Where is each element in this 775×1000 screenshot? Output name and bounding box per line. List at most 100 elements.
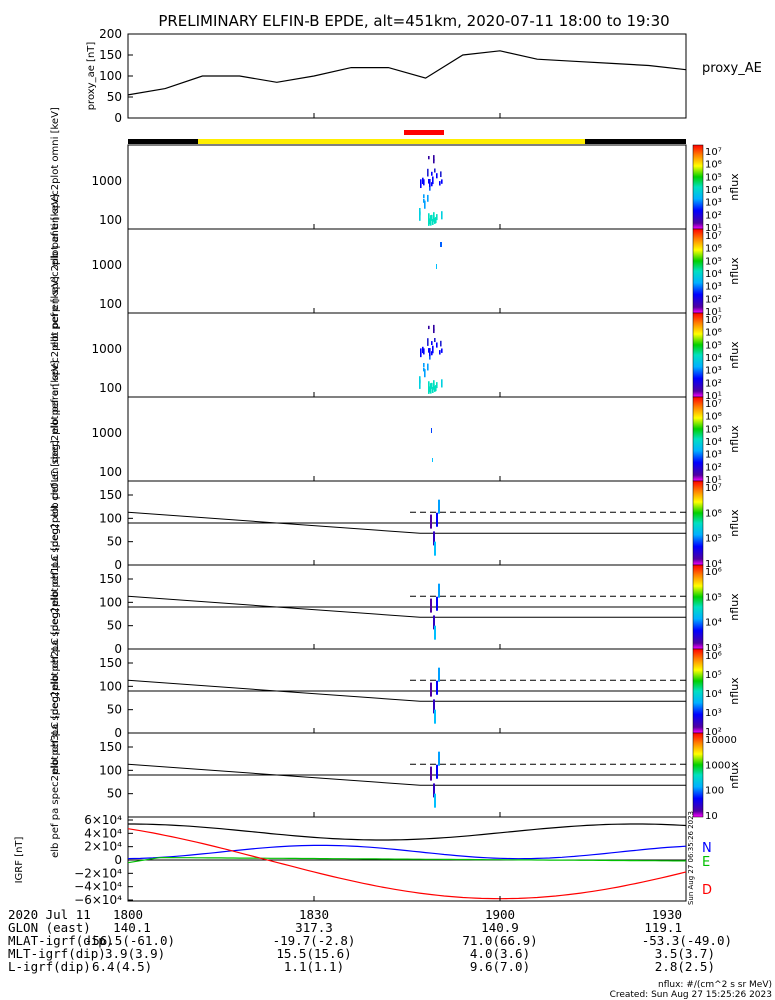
flux-pixel bbox=[423, 179, 425, 186]
colorbar-tick: 100 bbox=[705, 786, 724, 797]
flux-pixel bbox=[429, 187, 431, 191]
flux-pixel bbox=[429, 386, 431, 393]
flux-pixel bbox=[434, 793, 436, 808]
ytick-label: 50 bbox=[107, 535, 122, 549]
flux-pixel bbox=[431, 341, 433, 346]
flux-pixel bbox=[435, 385, 437, 392]
ytick-label: 50 bbox=[107, 787, 122, 801]
flux-pixel bbox=[436, 382, 438, 389]
ytick-label: 0 bbox=[114, 558, 122, 572]
omni-ylabel: elb pef en spec2plot omni [keV] bbox=[50, 107, 61, 267]
flux-pixel bbox=[427, 168, 429, 177]
colorbar-label: nflux bbox=[728, 677, 741, 705]
colorbar-tick: 10⁴ bbox=[705, 618, 722, 629]
flux-pixel bbox=[440, 340, 442, 347]
panel-frame bbox=[127, 312, 687, 398]
colorbar: 10⁶ 10⁵ 10⁴ 10³ 10² nflux bbox=[692, 648, 741, 738]
colorbar-tick: 10⁶ bbox=[705, 567, 722, 578]
flux-pixel bbox=[429, 179, 431, 188]
flux-pixel bbox=[430, 387, 432, 394]
flux-pixel bbox=[429, 348, 431, 357]
colorbar-tick: 10⁵ bbox=[705, 256, 722, 267]
colorbar-tick: 10⁶ bbox=[705, 328, 722, 339]
colorbar-tick: 10³ bbox=[705, 643, 722, 654]
flux-pixel bbox=[428, 325, 430, 330]
panel-ch1LC: 150 100 50 0 elb pef pa spec2plot ch1LC [deg… bbox=[50, 524, 687, 690]
flux-pixel bbox=[428, 381, 430, 388]
colorbar: 10⁶ 10⁵ 10⁴ 10³ nflux bbox=[692, 564, 741, 654]
cell: 6.4(4.5) bbox=[92, 959, 152, 974]
state-bar-night-right bbox=[585, 139, 686, 144]
flux-pixel bbox=[431, 214, 433, 221]
anti-tick-1000: 1000 bbox=[91, 258, 122, 272]
ytick-label: 150 bbox=[99, 488, 122, 502]
colorbar-tick: 10² bbox=[705, 294, 722, 305]
flux-pixel bbox=[430, 598, 432, 613]
colorbar-tick: 1000 bbox=[705, 760, 730, 771]
flux-pixel bbox=[433, 324, 435, 331]
colorbar-label: nflux bbox=[728, 341, 741, 369]
flux-pixel bbox=[436, 680, 438, 695]
flux-pixel bbox=[430, 766, 432, 781]
perp-ylabel: elb pef en spec2plot perp [keV] bbox=[50, 276, 61, 434]
colorbar-tick: 10³ bbox=[705, 198, 722, 209]
flux-pixel bbox=[434, 217, 436, 224]
colorbar-tick: 10¹ bbox=[705, 391, 722, 402]
colorbar-tick: 10⁶ bbox=[705, 412, 722, 423]
ytick-label: 200 bbox=[99, 27, 122, 41]
legend-n: N bbox=[702, 841, 712, 856]
flux-pixel bbox=[436, 173, 438, 179]
flux-pixel bbox=[438, 667, 440, 682]
flux-pixel bbox=[436, 214, 438, 221]
row-label-date: 2020 Jul 11 bbox=[8, 907, 91, 922]
panel-proxy-ae: 200 150 100 50 0 proxy_ae [nT] proxy_AE bbox=[86, 27, 762, 125]
omni-tick-100: 100 bbox=[99, 213, 122, 227]
flux-pixel bbox=[419, 380, 421, 389]
flux-pixel bbox=[422, 177, 424, 185]
cell: 140.1 bbox=[113, 920, 151, 935]
colorbar-gradient bbox=[692, 396, 704, 482]
colorbar-gradient bbox=[692, 732, 704, 818]
proxy-ae-ticks: 200 150 100 50 0 bbox=[99, 27, 133, 125]
omni-spectrogram-pixels bbox=[419, 155, 443, 226]
flux-pixel bbox=[428, 179, 430, 184]
row-label-mlt: MLT-igrf(dip) bbox=[8, 946, 106, 961]
anti-flux-pixel bbox=[440, 242, 442, 247]
flux-pixel bbox=[433, 383, 435, 390]
flux-pixel bbox=[430, 514, 432, 529]
flux-pixel bbox=[434, 385, 436, 392]
flux-pixel bbox=[433, 212, 435, 219]
row-label-glon: GLON (east) bbox=[8, 920, 91, 935]
colorbar-tick: 10⁴ bbox=[705, 353, 722, 364]
ytick-label: −2×10⁴ bbox=[74, 866, 122, 880]
colorbar-tick: 10² bbox=[705, 727, 722, 738]
flux-pixel bbox=[432, 386, 434, 393]
colorbar-tick: 10⁵ bbox=[705, 592, 722, 603]
cell: -56.5(-61.0) bbox=[85, 933, 175, 948]
colorbar-label: nflux bbox=[728, 173, 741, 201]
colorbar-tick: 10³ bbox=[705, 450, 722, 461]
flux-pixel bbox=[420, 179, 422, 189]
flux-pixel bbox=[423, 199, 425, 203]
cell: 119.1 bbox=[644, 920, 682, 935]
proxy-ae-ylabel: proxy_ae [nT] bbox=[86, 42, 97, 111]
panel-frame bbox=[127, 396, 687, 482]
loss-cone-line bbox=[127, 511, 686, 534]
flux-pixel bbox=[431, 382, 433, 389]
cell: 4.0(3.6) bbox=[470, 946, 530, 961]
flux-pixel bbox=[438, 499, 440, 514]
loss-cone-line bbox=[127, 595, 686, 618]
ytick-label: 2×10⁴ bbox=[84, 840, 122, 854]
colorbar-tick: 10³ bbox=[705, 708, 722, 719]
ytick-label: 150 bbox=[99, 572, 122, 586]
ytick-label: 0 bbox=[114, 642, 122, 656]
flux-pixel bbox=[431, 171, 433, 176]
colorbar-tick: 10⁷ bbox=[705, 399, 722, 410]
legend-d: D bbox=[702, 883, 712, 898]
colorbar-tick: 10⁵ bbox=[705, 172, 722, 183]
flux-pixel bbox=[433, 215, 435, 222]
flux-pixel bbox=[423, 194, 425, 199]
